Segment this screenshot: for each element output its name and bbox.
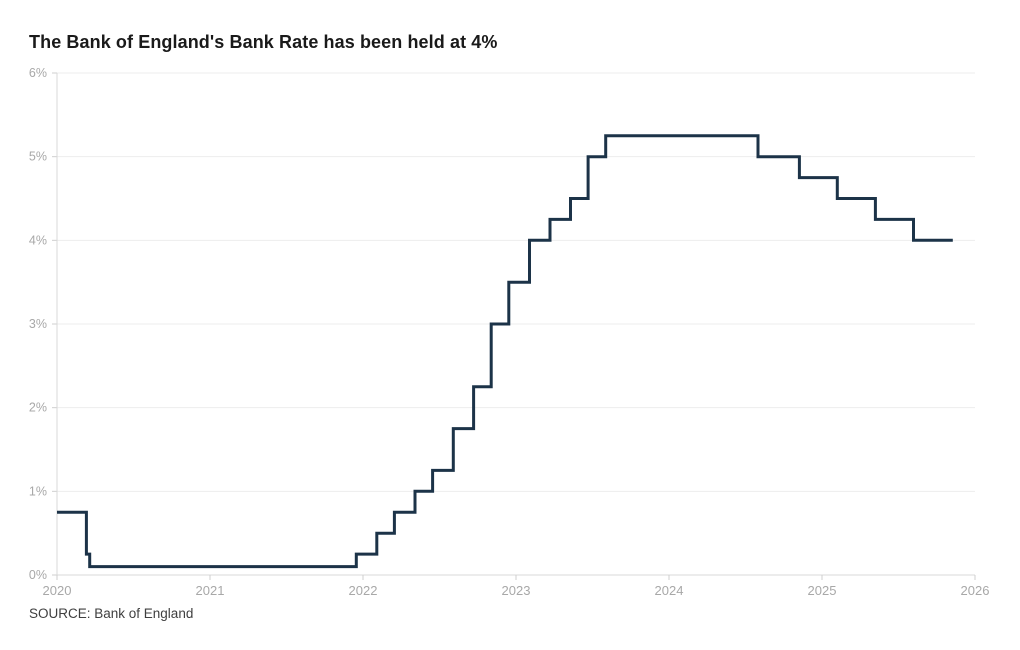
x-tick-label: 2020 <box>43 583 72 598</box>
y-tick-label: 6% <box>29 66 47 80</box>
x-tick-label: 2025 <box>808 583 837 598</box>
x-tick-label: 2022 <box>349 583 378 598</box>
rate-step-line <box>57 134 953 569</box>
x-tick-label: 2026 <box>961 583 990 598</box>
chart-title: The Bank of England's Bank Rate has been… <box>29 32 498 52</box>
x-tick-label: 2024 <box>655 583 684 598</box>
y-tick-label: 5% <box>29 150 47 164</box>
y-tick-label: 4% <box>29 233 47 247</box>
y-tick-label: 2% <box>29 401 47 415</box>
y-tick-label: 3% <box>29 317 47 331</box>
x-tick-label: 2023 <box>502 583 531 598</box>
x-tick-label: 2021 <box>196 583 225 598</box>
y-tick-label: 0% <box>29 568 47 582</box>
y-tick-label: 1% <box>29 484 47 498</box>
source-note: SOURCE: Bank of England <box>29 606 194 621</box>
